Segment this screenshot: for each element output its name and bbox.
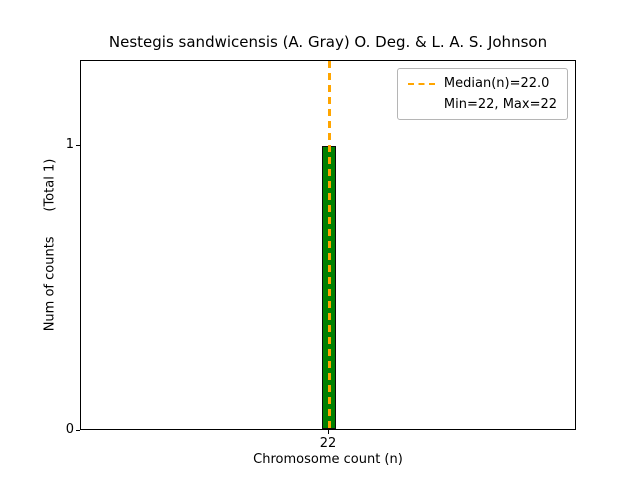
plot-area: Median(n)=22.0 Min=22, Max=22 (80, 60, 576, 430)
legend: Median(n)=22.0 Min=22, Max=22 (396, 68, 568, 120)
y-axis-label: Num of counts (Total 1) (42, 158, 58, 332)
x-tick-label-22: 22 (319, 436, 337, 451)
y-tick-mark-1 (76, 144, 80, 146)
legend-label-median: Median(n)=22.0 (443, 76, 550, 91)
chart-title: Nestegis sandwicensis (A. Gray) O. Deg. … (108, 33, 548, 51)
legend-entry-minmax: Min=22, Max=22 (408, 97, 557, 112)
y-tick-label-1: 1 (65, 137, 74, 153)
dashed-line-icon (407, 82, 435, 85)
y-tick-label-0: 0 (65, 422, 74, 437)
legend-label-minmax: Min=22, Max=22 (443, 97, 557, 112)
median-line (327, 61, 331, 429)
x-tick-mark-22 (327, 430, 329, 434)
y-tick-mark-0 (76, 429, 80, 431)
x-axis-label: Chromosome count (n) (253, 452, 403, 467)
legend-entry-median: Median(n)=22.0 (407, 76, 557, 91)
